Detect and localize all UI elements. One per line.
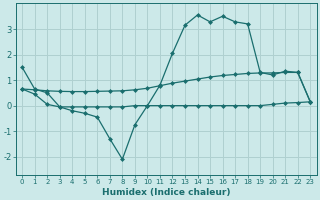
- X-axis label: Humidex (Indice chaleur): Humidex (Indice chaleur): [102, 188, 230, 197]
